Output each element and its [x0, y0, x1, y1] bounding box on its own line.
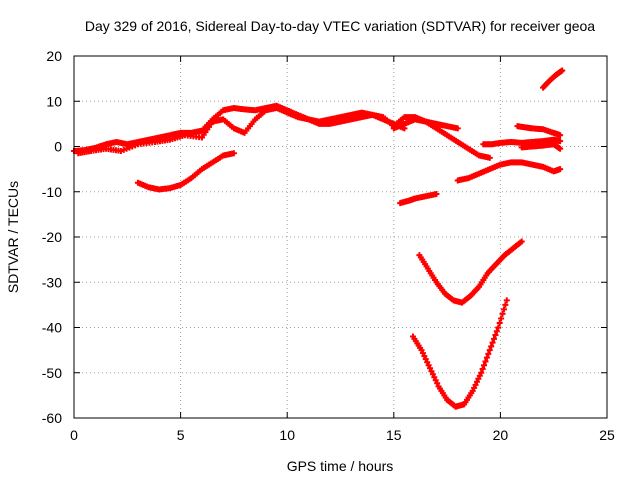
data-series-group [71, 67, 566, 410]
data-point [481, 362, 488, 369]
data-point [493, 328, 500, 335]
data-point [489, 339, 496, 346]
data-point [557, 132, 564, 139]
data-point [428, 368, 435, 375]
data-point [418, 347, 425, 354]
x-tick-label: 10 [279, 427, 295, 443]
x-tick-label: 25 [599, 427, 615, 443]
data-point [486, 347, 493, 354]
data-point [495, 324, 502, 331]
data-point [518, 238, 525, 245]
data-point [559, 67, 566, 74]
data-point [433, 191, 440, 198]
series-track-3 [390, 116, 461, 132]
x-axis-label: GPS time / hours [287, 458, 394, 474]
y-tick-label: -40 [42, 320, 62, 336]
y-tick-label: -60 [42, 410, 62, 426]
series-track-10 [540, 67, 566, 91]
data-point [500, 306, 507, 313]
plot-border [73, 55, 608, 419]
data-point [498, 315, 505, 322]
x-tick-label: 20 [493, 427, 509, 443]
series-track-9 [518, 141, 564, 152]
data-point [482, 358, 489, 365]
y-tick-label: -30 [42, 274, 62, 290]
data-point [488, 343, 495, 350]
series-track-8 [514, 123, 564, 139]
x-tick-label: 15 [386, 427, 402, 443]
data-point [557, 138, 564, 145]
data-point [492, 332, 499, 339]
data-point [419, 350, 426, 357]
data-point [471, 384, 478, 391]
data-point [479, 365, 486, 372]
y-tick-label: 20 [46, 48, 62, 64]
data-point [476, 372, 483, 379]
grid-lines [74, 56, 607, 418]
data-point [421, 353, 428, 360]
series-track-4 [134, 150, 237, 193]
x-tick-label: 0 [70, 427, 78, 443]
data-point [491, 335, 498, 342]
data-point [475, 375, 482, 382]
data-point [503, 297, 510, 304]
data-point [486, 154, 493, 161]
data-point [485, 350, 492, 357]
data-point [427, 365, 434, 372]
y-tick-label: 0 [54, 139, 62, 155]
data-point [454, 125, 461, 132]
y-tick-label: -50 [42, 365, 62, 381]
data-point [230, 150, 237, 157]
data-point [431, 374, 438, 381]
data-point [429, 371, 436, 378]
data-point [483, 354, 490, 361]
data-point [425, 362, 432, 369]
y-tick-label: -20 [42, 229, 62, 245]
x-tick-label: 5 [177, 427, 185, 443]
y-axis-label: SDTVAR / TECUs [5, 181, 21, 293]
series-track-2 [75, 105, 493, 161]
data-point [557, 166, 564, 173]
y-tick-label: -10 [42, 184, 62, 200]
data-point [469, 387, 476, 394]
data-point [432, 377, 439, 384]
data-point [472, 381, 479, 388]
data-point [496, 319, 503, 326]
data-point [557, 145, 564, 152]
data-point [502, 301, 509, 308]
data-point [478, 369, 485, 376]
data-point [499, 310, 506, 317]
series-track-11 [416, 238, 525, 306]
series-track-6 [454, 159, 564, 184]
data-point [422, 356, 429, 363]
axis-ticks: 0 5 10 15 20 25 -60 -50 -40 -30 -20 -10 0 10 20 [42, 48, 615, 443]
series-track-5 [397, 191, 440, 207]
series-track-12 [409, 297, 510, 410]
data-point [424, 359, 431, 366]
data-point [434, 380, 441, 387]
y-tick-label: 10 [46, 93, 62, 109]
data-point [473, 378, 480, 385]
chart-title: Day 329 of 2016, Sidereal Day-to-day VTE… [85, 18, 595, 34]
